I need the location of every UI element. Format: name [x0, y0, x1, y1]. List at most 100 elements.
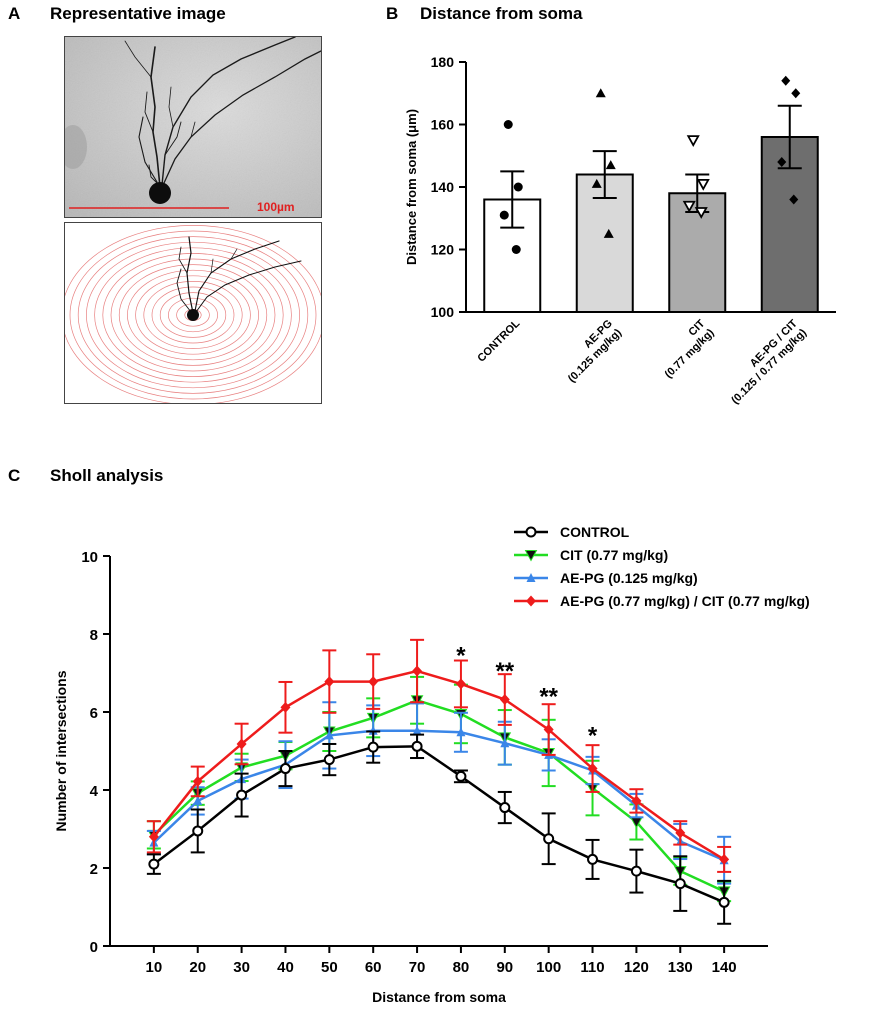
legend-entry: AE-PG (0.125 mg/kg) — [514, 570, 698, 586]
traced-soma — [187, 309, 199, 321]
scale-bar-label: 100µm — [257, 200, 295, 214]
data-point — [719, 853, 730, 865]
bar-category-label: CIT(0.77 mg/kg) — [653, 317, 716, 380]
line-x-tick-label: 40 — [277, 959, 294, 976]
legend-entry: CIT (0.77 mg/kg) — [514, 547, 668, 563]
legend-marker — [524, 550, 538, 562]
data-point — [236, 789, 248, 801]
bar-data-point — [591, 178, 602, 188]
bar-category-label: AE-PG / CIT(0.125 / 0.77 mg/kg) — [720, 317, 809, 406]
bar-y-tick-label: 180 — [431, 54, 455, 70]
bar-y-tick-label: 140 — [431, 179, 455, 195]
line-x-tick-label: 50 — [321, 959, 338, 976]
data-point — [499, 694, 510, 706]
significance-marker: * — [588, 723, 598, 750]
data-point — [324, 730, 334, 740]
line-y-tick-label: 10 — [81, 549, 98, 566]
neuron-dendrites — [124, 37, 321, 188]
data-point — [587, 763, 598, 775]
data-point — [455, 770, 467, 782]
series-line — [153, 745, 725, 904]
legend-entry: CONTROL — [514, 524, 630, 540]
line-y-tick-label: 4 — [90, 783, 99, 800]
bar-data-point — [595, 88, 606, 98]
sholl-ring — [151, 286, 235, 344]
data-point — [456, 727, 466, 737]
bar-data-point — [603, 228, 614, 238]
legend-label: AE-PG (0.125 mg/kg) — [560, 570, 698, 586]
data-point — [193, 795, 203, 805]
sholl-ring — [86, 241, 300, 389]
series-line — [153, 729, 725, 862]
data-point — [455, 678, 466, 690]
sholl-ring — [143, 281, 243, 349]
line-x-tick-label: 130 — [668, 959, 693, 976]
data-point — [587, 853, 599, 865]
bar-3 — [668, 192, 727, 313]
sholl-ring — [159, 292, 227, 338]
series-line — [152, 669, 725, 861]
line-y-tick-label: 6 — [90, 705, 98, 722]
significance-marker: ** — [539, 684, 558, 711]
legend-entry: AE-PG (0.77 mg/kg) / CIT (0.77 mg/kg) — [514, 593, 810, 609]
data-point — [192, 775, 203, 787]
sholl-rings-drawing — [64, 222, 322, 404]
distance-bar-chart: Distance from soma (μm) 100120140160180 … — [404, 54, 836, 407]
series-ae-pg-0-125-mg-kg- — [146, 701, 732, 885]
neuron-micrograph: 100µm — [64, 36, 322, 218]
data-point — [323, 754, 335, 766]
line-y-tick-label: 0 — [90, 939, 98, 956]
bar-data-point — [791, 88, 801, 99]
panel-a-title: Representative image — [50, 4, 226, 23]
line-x-tick-label: 70 — [409, 959, 426, 976]
sholl-ring — [118, 264, 268, 366]
bar-data-point — [696, 178, 710, 191]
bar-data-point — [511, 245, 521, 254]
data-point — [630, 865, 642, 877]
sholl-ring — [127, 269, 259, 361]
data-point — [367, 741, 379, 753]
bar-data-point — [777, 157, 787, 167]
panel-c-title: Sholl analysis — [50, 466, 164, 485]
data-point — [148, 858, 160, 870]
series-cit-0-77-mg-kg- — [146, 675, 732, 903]
data-point — [368, 676, 379, 688]
sholl-ring — [135, 275, 251, 355]
data-point — [543, 724, 554, 736]
soma — [149, 182, 171, 204]
data-point — [279, 763, 291, 775]
bar-data-point — [499, 210, 509, 220]
panel-c-letter: C — [8, 466, 21, 485]
significance-marker: * — [456, 643, 466, 670]
sholl-ring — [94, 247, 292, 383]
data-point — [412, 665, 423, 677]
data-point — [718, 896, 730, 908]
bar-data-point — [513, 182, 523, 192]
data-point — [280, 701, 291, 713]
legend-marker — [525, 526, 537, 538]
line-x-tick-label: 90 — [496, 959, 513, 976]
legend-label: CIT (0.77 mg/kg) — [560, 547, 668, 563]
bar-data-point — [694, 207, 708, 219]
sholl-ring — [65, 225, 321, 403]
bar-y-tick-label: 100 — [431, 304, 455, 320]
sholl-line-chart: Number of intersections Distance from so… — [53, 524, 810, 1005]
series-ae-pg-0-77-mg-kg-cit-0-77-mg-kg- — [146, 638, 732, 873]
bar-data-point — [781, 75, 791, 86]
line-x-tick-label: 60 — [365, 959, 382, 976]
line-chart-y-axis-label: Number of intersections — [53, 670, 69, 831]
legend-marker — [526, 595, 536, 607]
data-point — [500, 738, 510, 748]
line-y-tick-label: 2 — [90, 861, 98, 878]
series-line — [153, 698, 725, 893]
data-point — [674, 878, 686, 890]
sholl-ring — [77, 236, 309, 394]
sholl-ring — [168, 297, 218, 333]
traced-neuron — [176, 236, 302, 314]
line-chart-x-axis-label: Distance from soma — [372, 989, 506, 1005]
data-point — [192, 825, 204, 837]
bar-y-tick-label: 120 — [431, 242, 455, 258]
line-x-tick-label: 30 — [233, 959, 250, 976]
line-x-tick-label: 100 — [536, 959, 561, 976]
data-point — [631, 795, 642, 807]
